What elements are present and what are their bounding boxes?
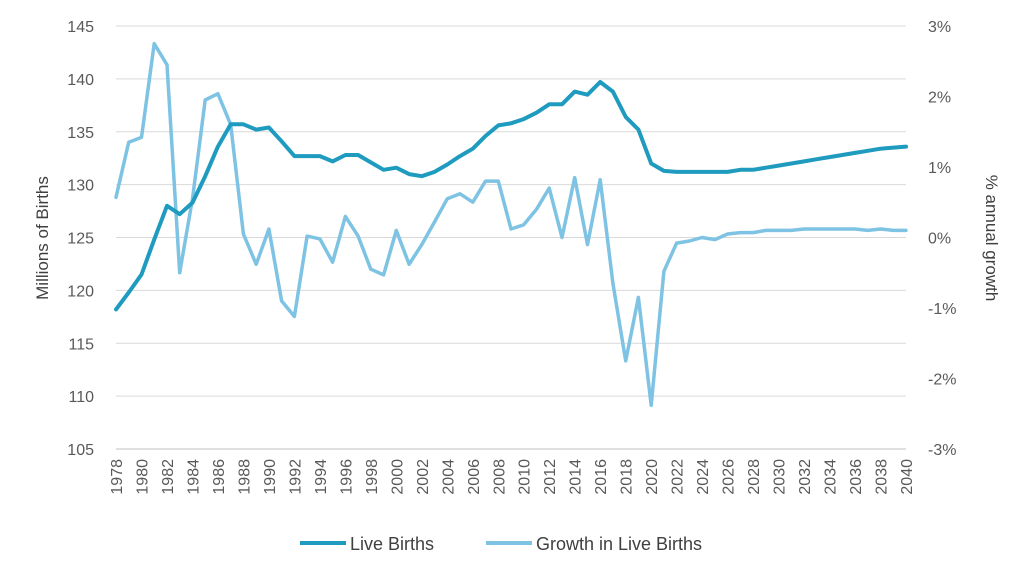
x-tick-label: 2034 — [823, 459, 840, 495]
x-tick-label: 2014 — [568, 459, 585, 495]
y-tick-label: 140 — [67, 72, 94, 89]
y2-tick-label: 1% — [928, 160, 951, 177]
x-tick-label: 1990 — [262, 459, 279, 495]
y2-tick-label: 2% — [928, 90, 951, 107]
x-tick-label: 2020 — [644, 459, 661, 495]
x-tick-label: 1980 — [134, 459, 151, 495]
y-axis-right-ticks: -3% -2% -1% 0% 1% 2% 3% — [928, 19, 956, 459]
x-tick-label: 2038 — [874, 459, 891, 495]
x-tick-label: 2030 — [772, 459, 789, 495]
series-layer — [114, 41, 908, 408]
x-tick-label: 2036 — [848, 459, 865, 495]
legend: Live Births Growth in Live Births — [300, 534, 702, 554]
x-tick-label: 2000 — [389, 459, 406, 495]
x-tick-label: 2016 — [593, 459, 610, 495]
y-axis-left-title: Millions of Births — [33, 176, 52, 300]
x-tick-label: 2008 — [491, 459, 508, 495]
series-line-growth-in-live-births — [114, 41, 908, 408]
y-tick-label: 105 — [67, 442, 94, 459]
y2-tick-label: -1% — [928, 301, 956, 318]
gridlines — [116, 25, 906, 397]
y-axis-right-title: % annual growth — [982, 175, 1001, 302]
x-tick-label: 2026 — [721, 459, 738, 495]
x-tick-label: 1988 — [236, 459, 253, 495]
y-tick-label: 120 — [67, 283, 94, 300]
x-tick-label: 1996 — [338, 459, 355, 495]
x-axis-ticks: 1978 1980 1982 1984 1986 1988 1990 1992 1994 1996… — [109, 459, 916, 495]
x-tick-label: 1986 — [211, 459, 228, 495]
x-tick-label: 2012 — [542, 459, 559, 495]
y2-tick-label: 0% — [928, 231, 951, 248]
y2-tick-label: -2% — [928, 372, 956, 389]
x-tick-label: 1998 — [364, 459, 381, 495]
y-tick-label: 130 — [67, 178, 94, 195]
x-tick-label: 2024 — [695, 459, 712, 495]
y-tick-label: 115 — [68, 336, 94, 353]
legend-label-growth-in-live-births: Growth in Live Births — [536, 534, 702, 554]
x-tick-label: 2040 — [899, 459, 916, 495]
x-tick-label: 2010 — [517, 459, 534, 495]
y2-tick-label: -3% — [928, 442, 956, 459]
x-tick-label: 2028 — [746, 459, 763, 495]
y-tick-label: 110 — [68, 389, 94, 406]
x-tick-label: 1992 — [287, 459, 304, 495]
x-tick-label: 1978 — [109, 459, 126, 495]
x-tick-label: 2006 — [466, 459, 483, 495]
x-tick-label: 2032 — [797, 459, 814, 495]
x-tick-label: 1994 — [313, 459, 330, 495]
legend-label-live-births: Live Births — [350, 534, 434, 554]
x-tick-label: 2004 — [440, 459, 457, 495]
series-line-live-births — [114, 80, 908, 312]
y-tick-label: 125 — [67, 231, 94, 248]
y-tick-label: 145 — [67, 19, 94, 36]
y2-tick-label: 3% — [928, 19, 951, 36]
x-tick-label: 2022 — [670, 459, 687, 495]
x-tick-label: 2002 — [415, 459, 432, 495]
x-tick-label: 1982 — [160, 459, 177, 495]
x-tick-label: 2018 — [619, 459, 636, 495]
x-tick-label: 1984 — [185, 459, 202, 495]
y-tick-label: 135 — [67, 125, 94, 142]
y-axis-left-ticks: 105 110 115 120 125 130 135 140 145 — [67, 19, 94, 459]
